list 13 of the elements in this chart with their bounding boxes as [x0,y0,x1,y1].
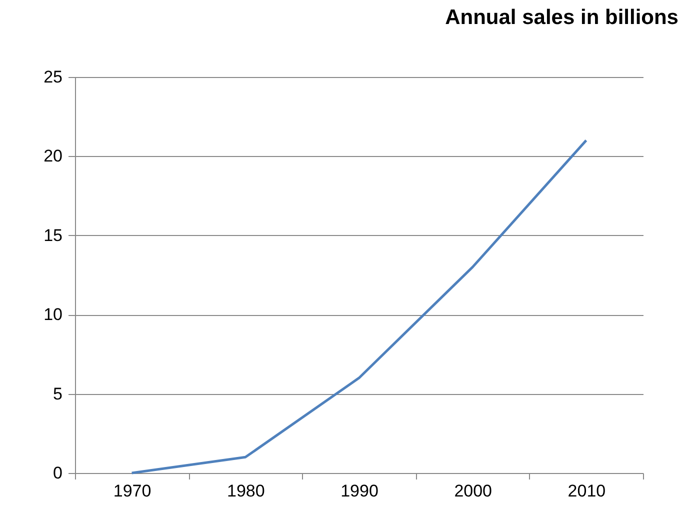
y-tick-label: 5 [53,384,62,404]
y-tick-label: 10 [44,305,62,324]
x-tick-label: 1970 [113,482,152,500]
x-tick-label: 2010 [568,482,606,500]
x-tick-label: 1990 [340,482,378,500]
x-tick-label: 1980 [226,482,265,500]
line-series [130,139,588,474]
y-tick-label: 15 [44,226,62,245]
y-tick-label: 20 [44,146,62,166]
x-tick-label: 2000 [454,482,492,500]
y-tick-label: 0 [53,464,62,482]
chart-title: Annual sales in billions [445,6,678,29]
y-tick-label: 25 [44,68,62,86]
